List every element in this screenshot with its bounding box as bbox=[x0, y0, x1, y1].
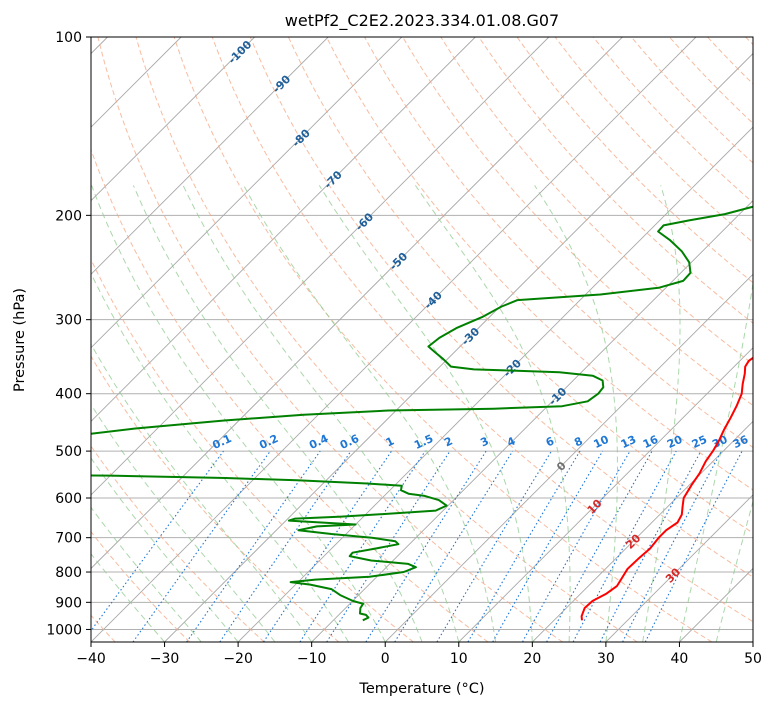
series-layer bbox=[91, 205, 753, 622]
grid-layer bbox=[91, 37, 753, 642]
moist-adiabat bbox=[91, 506, 202, 642]
mixing-ratio-label: 10 bbox=[591, 433, 611, 451]
x-tick-label: 30 bbox=[597, 651, 615, 667]
dry-adiabat bbox=[326, 37, 753, 491]
mixing-ratio-label: 36 bbox=[731, 433, 751, 451]
temperature-profile-line bbox=[580, 356, 753, 621]
mixing-ratio-line bbox=[522, 450, 631, 642]
mixing-ratio-label: 16 bbox=[641, 433, 661, 451]
isotherm-gridline bbox=[91, 37, 403, 349]
mixing-ratio-label: 20 bbox=[665, 433, 685, 451]
moist-adiabat bbox=[243, 185, 497, 642]
moist-adiabat bbox=[91, 272, 349, 642]
x-tick-label: 40 bbox=[671, 651, 689, 667]
isotherm-gridline bbox=[532, 420, 753, 642]
dry-adiabat bbox=[173, 37, 713, 642]
mixing-ratio-line bbox=[365, 450, 487, 642]
dry-adiabat bbox=[91, 355, 340, 642]
y-axis: 1000 900 800 700 600 500 400 300 200 100 bbox=[46, 30, 91, 638]
x-axis: −40 −30 −20 −10 0 10 20 30 40 50 bbox=[76, 642, 762, 667]
chart-title: wetPf2_C2E2.2023.334.01.08.G07 bbox=[285, 11, 559, 31]
moist-adiabat bbox=[91, 553, 165, 642]
moist-adiabat bbox=[91, 185, 386, 642]
y-tick-label: 700 bbox=[55, 531, 82, 547]
mixing-ratio-line bbox=[436, 450, 552, 642]
isotherm-gridline bbox=[91, 37, 550, 496]
dry-adiabat bbox=[97, 37, 563, 642]
mixing-ratio-line bbox=[186, 450, 321, 642]
x-tick-label: 50 bbox=[744, 651, 762, 667]
moist-adiabat bbox=[678, 280, 753, 642]
mixing-ratio-line bbox=[492, 450, 604, 642]
isotherm-gridline bbox=[91, 37, 623, 570]
dry-adiabat bbox=[249, 37, 753, 578]
mixing-ratio-line bbox=[394, 450, 514, 642]
isotherm-gridline bbox=[164, 52, 753, 642]
y-tick-label: 400 bbox=[55, 387, 82, 403]
isotherm-gridline bbox=[237, 126, 753, 642]
isotherm-gridline bbox=[605, 494, 753, 642]
mixing-ratio-label: 13 bbox=[619, 433, 638, 451]
dry-adiabat bbox=[135, 37, 638, 642]
dry-adiabat bbox=[211, 37, 753, 623]
moist-adiabat bbox=[414, 185, 571, 642]
isotherm-gridline bbox=[384, 273, 753, 642]
y-tick-label: 1000 bbox=[46, 622, 82, 638]
y-tick-label: 600 bbox=[55, 491, 82, 507]
dry-adiabat bbox=[91, 258, 414, 642]
y-tick-label: 200 bbox=[55, 208, 82, 224]
dry-adiabat bbox=[91, 148, 489, 642]
x-tick-label: 20 bbox=[523, 651, 541, 667]
dry-adiabat bbox=[364, 37, 753, 449]
isotherm-gridline bbox=[91, 37, 255, 202]
y-axis-label: Pressure (hPa) bbox=[12, 288, 28, 392]
moist-adiabat bbox=[642, 185, 681, 642]
dry-adiabat bbox=[478, 37, 753, 324]
isotherm-gridline bbox=[91, 37, 476, 422]
mixing-ratio-line bbox=[219, 450, 352, 642]
x-tick-label: −40 bbox=[76, 651, 106, 667]
dry-adiabat bbox=[592, 37, 753, 204]
mixing-ratio-line bbox=[132, 450, 271, 642]
moist-adiabat bbox=[534, 185, 618, 642]
plot-frame bbox=[90, 36, 754, 643]
x-tick-label: −30 bbox=[150, 651, 180, 667]
moist-adiabat bbox=[91, 457, 239, 642]
moist-adiabat bbox=[132, 185, 423, 642]
moist-adiabat bbox=[715, 499, 753, 642]
mixing-ratio-label: 25 bbox=[690, 433, 709, 451]
dry-adiabat bbox=[440, 37, 753, 365]
isotherm-gridline bbox=[91, 37, 329, 275]
dry-adiabat bbox=[516, 37, 753, 284]
x-axis-label: Temperature (°C) bbox=[358, 681, 484, 697]
x-tick-label: −20 bbox=[223, 651, 253, 667]
x-tick-label: −10 bbox=[297, 651, 327, 667]
mixing-ratio-line bbox=[546, 450, 653, 642]
y-tick-label: 900 bbox=[55, 595, 82, 611]
y-tick-label: 800 bbox=[55, 565, 82, 581]
mixing-ratio-line bbox=[467, 450, 581, 642]
dewpoint-profile-line bbox=[91, 205, 753, 622]
moist-adiabat bbox=[182, 185, 460, 642]
y-tick-label: 300 bbox=[55, 313, 82, 329]
x-tick-label: 10 bbox=[450, 651, 468, 667]
y-tick-label: 500 bbox=[55, 444, 82, 460]
isotherm-gridline bbox=[458, 347, 753, 642]
dry-adiabat bbox=[402, 37, 753, 407]
dry-adiabat bbox=[91, 530, 191, 642]
x-tick-label: 0 bbox=[381, 651, 390, 667]
y-tick-label: 100 bbox=[55, 30, 82, 46]
dry-adiabat bbox=[287, 37, 753, 534]
mixing-ratio-line bbox=[572, 450, 677, 642]
